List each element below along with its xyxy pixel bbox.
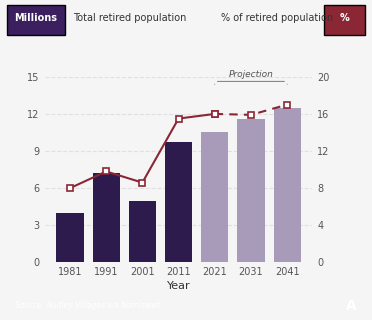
FancyBboxPatch shape [7, 4, 65, 35]
X-axis label: Year: Year [167, 281, 190, 292]
Bar [201, 132, 228, 262]
Bar [57, 213, 84, 262]
Text: Millions: Millions [15, 13, 58, 23]
Bar [273, 108, 301, 262]
Text: %: % [339, 13, 349, 23]
Text: A: A [346, 299, 357, 313]
Bar [93, 173, 120, 262]
FancyBboxPatch shape [324, 4, 365, 35]
Text: Source: Audley Villages via Nomisweb: Source: Audley Villages via Nomisweb [15, 301, 161, 310]
Text: Total retired population: Total retired population [73, 13, 186, 23]
Text: % of retired population: % of retired population [221, 13, 333, 23]
Bar [129, 201, 156, 262]
Bar [237, 119, 264, 262]
Text: Projection: Projection [228, 70, 273, 79]
Bar [165, 142, 192, 262]
